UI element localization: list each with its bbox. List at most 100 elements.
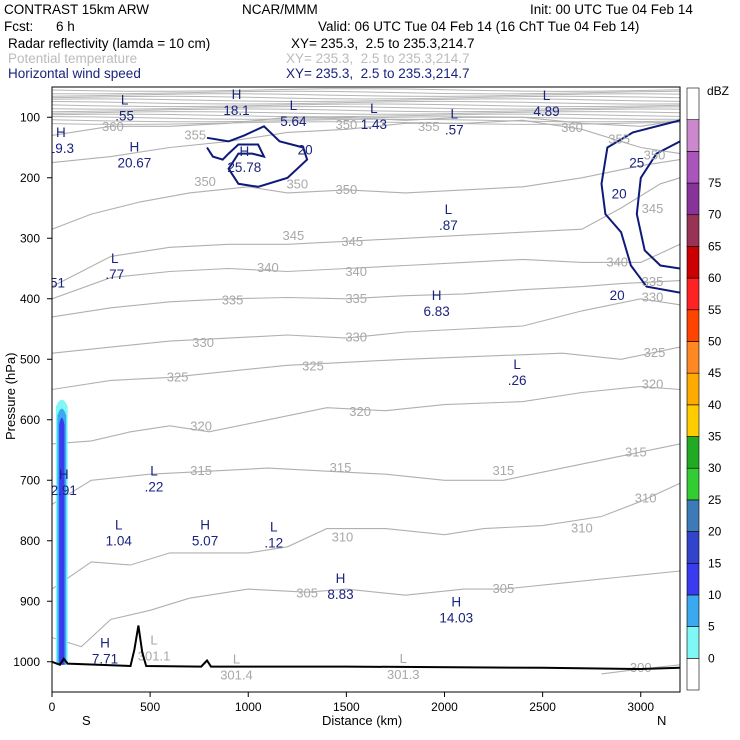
extremum-symbol: L bbox=[290, 98, 298, 113]
extremum-value: 19.3 bbox=[48, 141, 74, 156]
x-tick-label: 0 bbox=[49, 700, 56, 714]
extremum-value: .12 bbox=[264, 536, 283, 551]
extremum-value: 2.91 bbox=[51, 483, 77, 498]
x-axis-title: Distance (km) bbox=[322, 713, 402, 728]
valid-time: Valid: 06 UTC Tue 04 Feb 14 (16 ChT Tue … bbox=[318, 19, 640, 34]
colorbar-segment bbox=[686, 182, 700, 216]
colorbar: 0 5 10 15 20 25 30 35 40 45 50 55 60 65 70 75 bbox=[686, 87, 722, 691]
extremum-value: 5.64 bbox=[280, 114, 307, 129]
y-tick-label: 700 bbox=[20, 473, 40, 487]
colorbar-level-label: 70 bbox=[708, 208, 722, 222]
extremum-symbol: H bbox=[432, 288, 442, 303]
isentrope-label: 315 bbox=[625, 444, 647, 459]
isentrope-355 bbox=[52, 119, 680, 164]
extremum-symbol: L bbox=[445, 202, 453, 217]
isentrope-label: 340 bbox=[606, 254, 628, 269]
extremum-value: .77 bbox=[105, 267, 124, 282]
colorbar-segment bbox=[686, 499, 700, 532]
isentrope-310 bbox=[52, 482, 680, 590]
isentrope-label: 325 bbox=[302, 359, 324, 374]
y-tick-label: 400 bbox=[20, 292, 40, 306]
x-tick-label: 1000 bbox=[235, 700, 262, 714]
y-tick-label: 600 bbox=[20, 413, 40, 427]
y-tick-label: 300 bbox=[20, 231, 40, 245]
field-theta-xy: XY= 235.3, 2.5 to 235.3,214.7 bbox=[286, 51, 470, 66]
extremum-value: 4.89 bbox=[533, 104, 559, 119]
extremum-value: 20.67 bbox=[118, 156, 152, 171]
upper-isentrope bbox=[52, 111, 680, 115]
colorbar-segment bbox=[686, 626, 700, 659]
colorbar-segment bbox=[686, 658, 700, 691]
forecast-hour: 6 h bbox=[56, 19, 75, 34]
colorbar-unit: dBZ bbox=[707, 84, 729, 98]
isentrope-label: 355 bbox=[608, 132, 630, 147]
colorbar-segment bbox=[686, 562, 700, 596]
colorbar-level-label: 10 bbox=[708, 588, 722, 602]
isentrope-315 bbox=[52, 443, 680, 505]
isentrope-label: 315 bbox=[493, 463, 515, 478]
x-tick-label: 500 bbox=[140, 700, 160, 714]
agency-label: NCAR/MMM bbox=[242, 2, 318, 17]
extremum-symbol: L bbox=[400, 651, 407, 666]
extremum-value: .87 bbox=[439, 218, 458, 233]
isentrope-label: 355 bbox=[184, 127, 206, 142]
isentrope-label: 320 bbox=[349, 404, 371, 419]
isentrope-label: 325 bbox=[167, 369, 189, 384]
extremum-symbol: L bbox=[111, 251, 119, 266]
extremum-value: .22 bbox=[145, 479, 164, 494]
colorbar-segment bbox=[686, 467, 700, 501]
isentrope-label: 310 bbox=[635, 490, 657, 505]
isentrope-label: 345 bbox=[283, 228, 305, 243]
colorbar-level-label: 50 bbox=[708, 334, 722, 348]
extremum-symbol: L bbox=[270, 520, 278, 535]
extremum-symbol: H bbox=[232, 87, 242, 102]
extremum-symbol: L bbox=[115, 518, 123, 533]
wind-contour-20 bbox=[206, 125, 309, 188]
x-tick-label: 3000 bbox=[627, 700, 654, 714]
extremum-symbol: H bbox=[100, 636, 110, 651]
x-axis-north: N bbox=[657, 713, 666, 728]
extremum-symbol: L bbox=[121, 92, 129, 107]
isentrope-305 bbox=[52, 570, 680, 648]
colorbar-segment bbox=[686, 151, 700, 184]
isentrope-label: 350 bbox=[644, 147, 666, 162]
field-wind: Horizontal wind speed bbox=[8, 66, 141, 81]
colorbar-level-label: 45 bbox=[708, 366, 722, 380]
colorbar-segment bbox=[686, 214, 700, 247]
extremum-value: 14.03 bbox=[439, 611, 473, 626]
extremum-symbol: H bbox=[200, 518, 210, 533]
colorbar-level-label: 35 bbox=[708, 430, 722, 444]
extremum-symbol: L bbox=[543, 88, 551, 103]
colorbar-level-label: 75 bbox=[708, 176, 722, 190]
isentrope-label: 355 bbox=[418, 119, 440, 134]
extremum-symbol: H bbox=[451, 595, 461, 610]
isentrope-label: 305 bbox=[493, 581, 515, 596]
isentrope-label: 360 bbox=[102, 119, 124, 134]
colorbar-level-label: 40 bbox=[708, 398, 722, 412]
upper-isentrope bbox=[52, 98, 680, 103]
upper-isentrope bbox=[52, 113, 680, 118]
upper-isentrope bbox=[52, 103, 680, 108]
isentrope-label: 330 bbox=[642, 290, 664, 305]
init-time: Init: 00 UTC Tue 04 Feb 14 bbox=[530, 2, 693, 17]
colorbar-segment bbox=[686, 404, 700, 437]
isentrope-label: 350 bbox=[194, 174, 216, 189]
isentrope-label: 320 bbox=[190, 418, 212, 433]
upper-isentrope bbox=[52, 90, 680, 95]
y-tick-label: 200 bbox=[20, 171, 40, 185]
extremum-value: 6.83 bbox=[424, 304, 450, 319]
field-reflectivity: Radar reflectivity (lamda = 10 cm) bbox=[8, 36, 211, 51]
extremum-symbol: H bbox=[336, 571, 346, 586]
x-tick-label: 2000 bbox=[431, 700, 458, 714]
isentrope-label: 315 bbox=[330, 460, 352, 475]
colorbar-level-label: 30 bbox=[708, 461, 722, 475]
forecast-label: Fcst: bbox=[4, 19, 34, 34]
extremum-symbol: L bbox=[150, 633, 157, 648]
plot-frame bbox=[51, 86, 681, 693]
extremum-symbol: L bbox=[233, 651, 240, 666]
extremum-symbol: H bbox=[239, 144, 249, 159]
colorbar-level-label: 15 bbox=[708, 556, 722, 570]
colorbar-segment bbox=[686, 594, 700, 627]
isentrope-label: 310 bbox=[332, 530, 354, 545]
upper-isentrope bbox=[52, 88, 680, 92]
